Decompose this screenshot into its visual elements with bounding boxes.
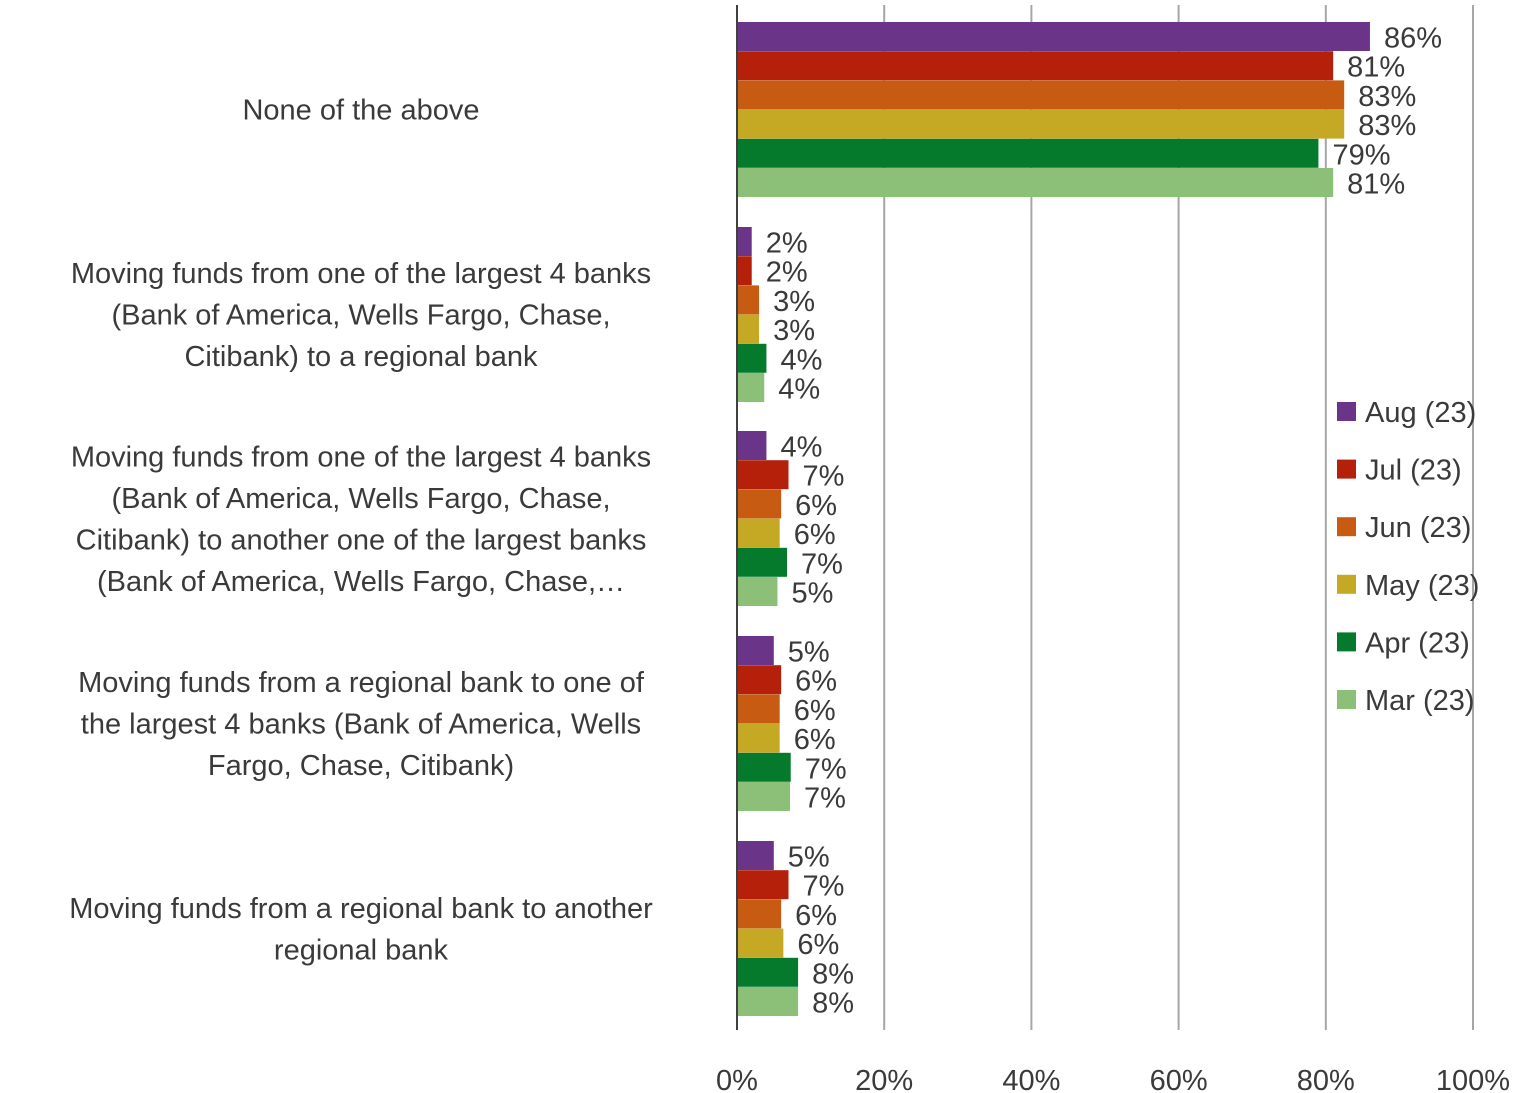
data-label: 4% bbox=[780, 432, 822, 464]
data-label: 6% bbox=[795, 666, 837, 698]
data-label: 6% bbox=[794, 724, 836, 756]
bar bbox=[737, 665, 782, 695]
data-label: 2% bbox=[766, 228, 808, 260]
data-label: 2% bbox=[766, 257, 808, 289]
bar bbox=[737, 547, 788, 577]
data-label: 6% bbox=[795, 490, 837, 522]
data-label: 7% bbox=[803, 871, 845, 903]
x-tick-label: 20% bbox=[855, 1065, 913, 1093]
bar bbox=[737, 723, 780, 753]
x-tick-label: 0% bbox=[716, 1065, 758, 1093]
bar bbox=[737, 987, 799, 1016]
legend: Aug (23) Jul (23) Jun (23) May (23) Apr (23)… bbox=[1337, 397, 1479, 717]
category-label: Moving funds from a regional bank to ano… bbox=[69, 893, 653, 925]
data-label: 6% bbox=[795, 900, 837, 932]
category-label: regional bank bbox=[274, 934, 449, 966]
bar bbox=[737, 285, 760, 315]
bar bbox=[737, 256, 752, 286]
bar bbox=[737, 577, 778, 606]
bar bbox=[737, 518, 780, 548]
bar bbox=[737, 841, 774, 870]
legend-swatch bbox=[1337, 574, 1356, 594]
legend-swatch bbox=[1337, 690, 1356, 709]
legend-label: Apr (23) bbox=[1365, 627, 1470, 659]
bar bbox=[737, 460, 789, 490]
data-label: 6% bbox=[794, 695, 836, 727]
category-label: Citibank) to another one of the largest … bbox=[76, 524, 647, 556]
bar bbox=[737, 51, 1334, 81]
data-label: 81% bbox=[1347, 169, 1405, 201]
legend-label: Jun (23) bbox=[1365, 512, 1471, 544]
data-label: 7% bbox=[804, 783, 846, 815]
data-label: 5% bbox=[788, 842, 830, 874]
bar bbox=[737, 343, 767, 373]
data-label: 8% bbox=[812, 958, 854, 990]
bar bbox=[737, 431, 767, 460]
bar bbox=[737, 80, 1345, 110]
category-label: Fargo, Chase, Citibank) bbox=[208, 750, 514, 782]
bar bbox=[737, 168, 1334, 197]
x-tick-label: 100% bbox=[1436, 1065, 1510, 1093]
category-label: (Bank of America, Wells Fargo, Chase,… bbox=[97, 566, 625, 598]
legend-label: May (23) bbox=[1365, 570, 1479, 602]
legend-swatch bbox=[1337, 402, 1356, 421]
data-label: 3% bbox=[773, 315, 815, 347]
data-label: 6% bbox=[797, 929, 839, 961]
legend-label: Jul (23) bbox=[1365, 455, 1462, 487]
bar bbox=[737, 870, 789, 900]
bar bbox=[737, 694, 780, 724]
data-label: 86% bbox=[1384, 23, 1442, 55]
legend-swatch bbox=[1337, 517, 1356, 537]
bar bbox=[737, 752, 791, 782]
category-labels: None of the above Moving funds from one o… bbox=[69, 95, 653, 967]
data-label: 5% bbox=[788, 637, 830, 669]
category-label: (Bank of America, Wells Fargo, Chase, bbox=[111, 483, 610, 515]
data-label: 4% bbox=[780, 344, 822, 376]
data-label: 81% bbox=[1347, 52, 1405, 84]
category-label: Moving funds from a regional bank to one… bbox=[78, 667, 645, 699]
bar bbox=[737, 314, 760, 344]
data-label: 7% bbox=[801, 548, 843, 580]
bars bbox=[737, 22, 1370, 1016]
value-labels: 86%81%83%83%79%81%2%2%3%3%4%4%4%7%6%6%7%… bbox=[766, 23, 1442, 1020]
legend-swatch bbox=[1337, 459, 1356, 479]
legend-swatch bbox=[1337, 632, 1356, 652]
category-label: (Bank of America, Wells Fargo, Chase, bbox=[111, 300, 610, 332]
data-label: 83% bbox=[1358, 110, 1416, 142]
data-label: 7% bbox=[805, 753, 847, 785]
legend-label: Aug (23) bbox=[1365, 397, 1476, 429]
bar bbox=[737, 373, 765, 402]
bar bbox=[737, 928, 784, 958]
data-label: 3% bbox=[773, 286, 815, 318]
legend-label: Mar (23) bbox=[1365, 685, 1475, 717]
bar bbox=[737, 22, 1370, 51]
category-label: Citibank) to a regional bank bbox=[184, 341, 538, 373]
data-label: 4% bbox=[778, 374, 820, 406]
bar bbox=[737, 899, 782, 929]
bar bbox=[737, 636, 774, 665]
x-tick-labels: 0% 20% 40% 60% 80% 100% bbox=[716, 1065, 1510, 1093]
bar bbox=[737, 782, 790, 811]
x-tick-label: 40% bbox=[1002, 1065, 1060, 1093]
category-label: the largest 4 banks (Bank of America, We… bbox=[81, 709, 641, 741]
data-label: 6% bbox=[794, 519, 836, 551]
data-label: 5% bbox=[791, 578, 833, 610]
bar bbox=[737, 489, 782, 519]
data-label: 83% bbox=[1358, 81, 1416, 113]
bar bbox=[737, 109, 1345, 139]
bar bbox=[737, 957, 799, 987]
x-tick-label: 80% bbox=[1297, 1065, 1355, 1093]
category-label: Moving funds from one of the largest 4 b… bbox=[71, 441, 651, 473]
bar bbox=[737, 227, 752, 256]
bar bbox=[737, 138, 1319, 168]
data-label: 79% bbox=[1332, 139, 1390, 171]
data-label: 7% bbox=[803, 461, 845, 493]
data-label: 8% bbox=[812, 988, 854, 1020]
category-label: None of the above bbox=[242, 95, 479, 127]
category-label: Moving funds from one of the largest 4 b… bbox=[71, 258, 651, 290]
x-tick-label: 60% bbox=[1150, 1065, 1208, 1093]
